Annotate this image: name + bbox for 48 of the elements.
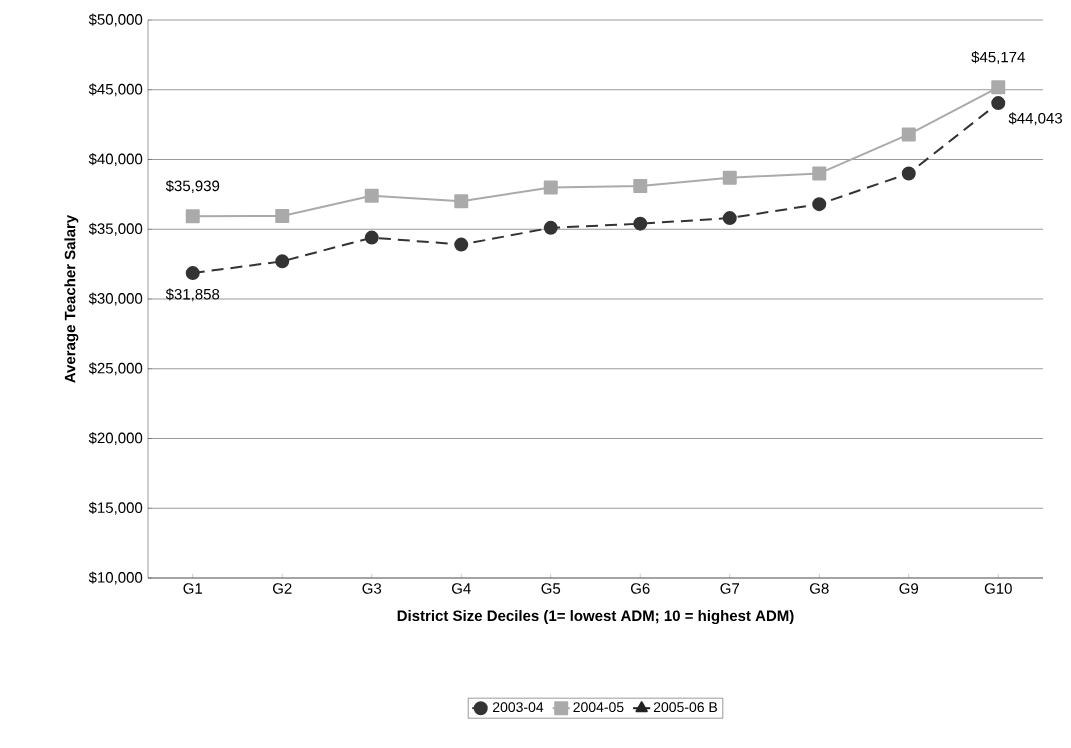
point [991,96,1006,111]
point [543,220,558,235]
y-tick-label: $25,000 [88,362,143,376]
x-tick-label: G3 [362,583,382,594]
point [633,179,648,194]
y-tick-label: $10,000 [88,571,143,585]
point [543,180,558,195]
legend-label: 2004-05 [573,702,624,713]
data-label: $31,858 [165,288,220,302]
point [633,216,648,231]
legend-label: 2005-06 B [653,702,718,713]
data-label: $44,043 [1008,112,1063,126]
x-tick-label: G1 [183,583,203,594]
y-tick-label: $50,000 [88,13,143,27]
y-tick-label: $35,000 [88,222,143,236]
point [722,170,737,185]
point [364,188,379,203]
point [364,230,379,245]
x-axis-title: District Size Deciles (1= lowest ADM; 10 = highest ADM) [397,610,794,625]
point [812,166,827,181]
point [454,237,469,252]
x-tick-label: G7 [720,583,740,594]
point [185,266,200,281]
point [901,166,916,181]
x-tick-label: G9 [899,583,919,594]
y-tick-label: $30,000 [88,292,143,306]
point [275,254,290,269]
point [185,209,200,224]
point [454,194,469,209]
x-tick-label: G2 [273,583,292,594]
point [901,127,916,142]
x-tick-label: G6 [631,583,650,594]
point [812,197,827,212]
x-tick-label: G8 [810,583,829,594]
data-label: $45,174 [971,51,1025,65]
point [991,80,1006,95]
y-tick-label: $40,000 [88,152,143,167]
x-tick-label: G10 [984,583,1012,594]
data-label: $35,939 [165,179,220,193]
y-tick-label: $45,000 [88,83,143,97]
point [722,211,737,226]
x-tick-label: G4 [452,583,471,594]
x-tick-label: G5 [541,583,561,594]
y-tick-label: $15,000 [88,501,143,515]
y-tick-label: $20,000 [88,431,143,446]
y-axis-title: Average Teacher Salary [64,214,79,383]
legend-label: 2003-04 [492,702,544,713]
point [275,209,290,223]
